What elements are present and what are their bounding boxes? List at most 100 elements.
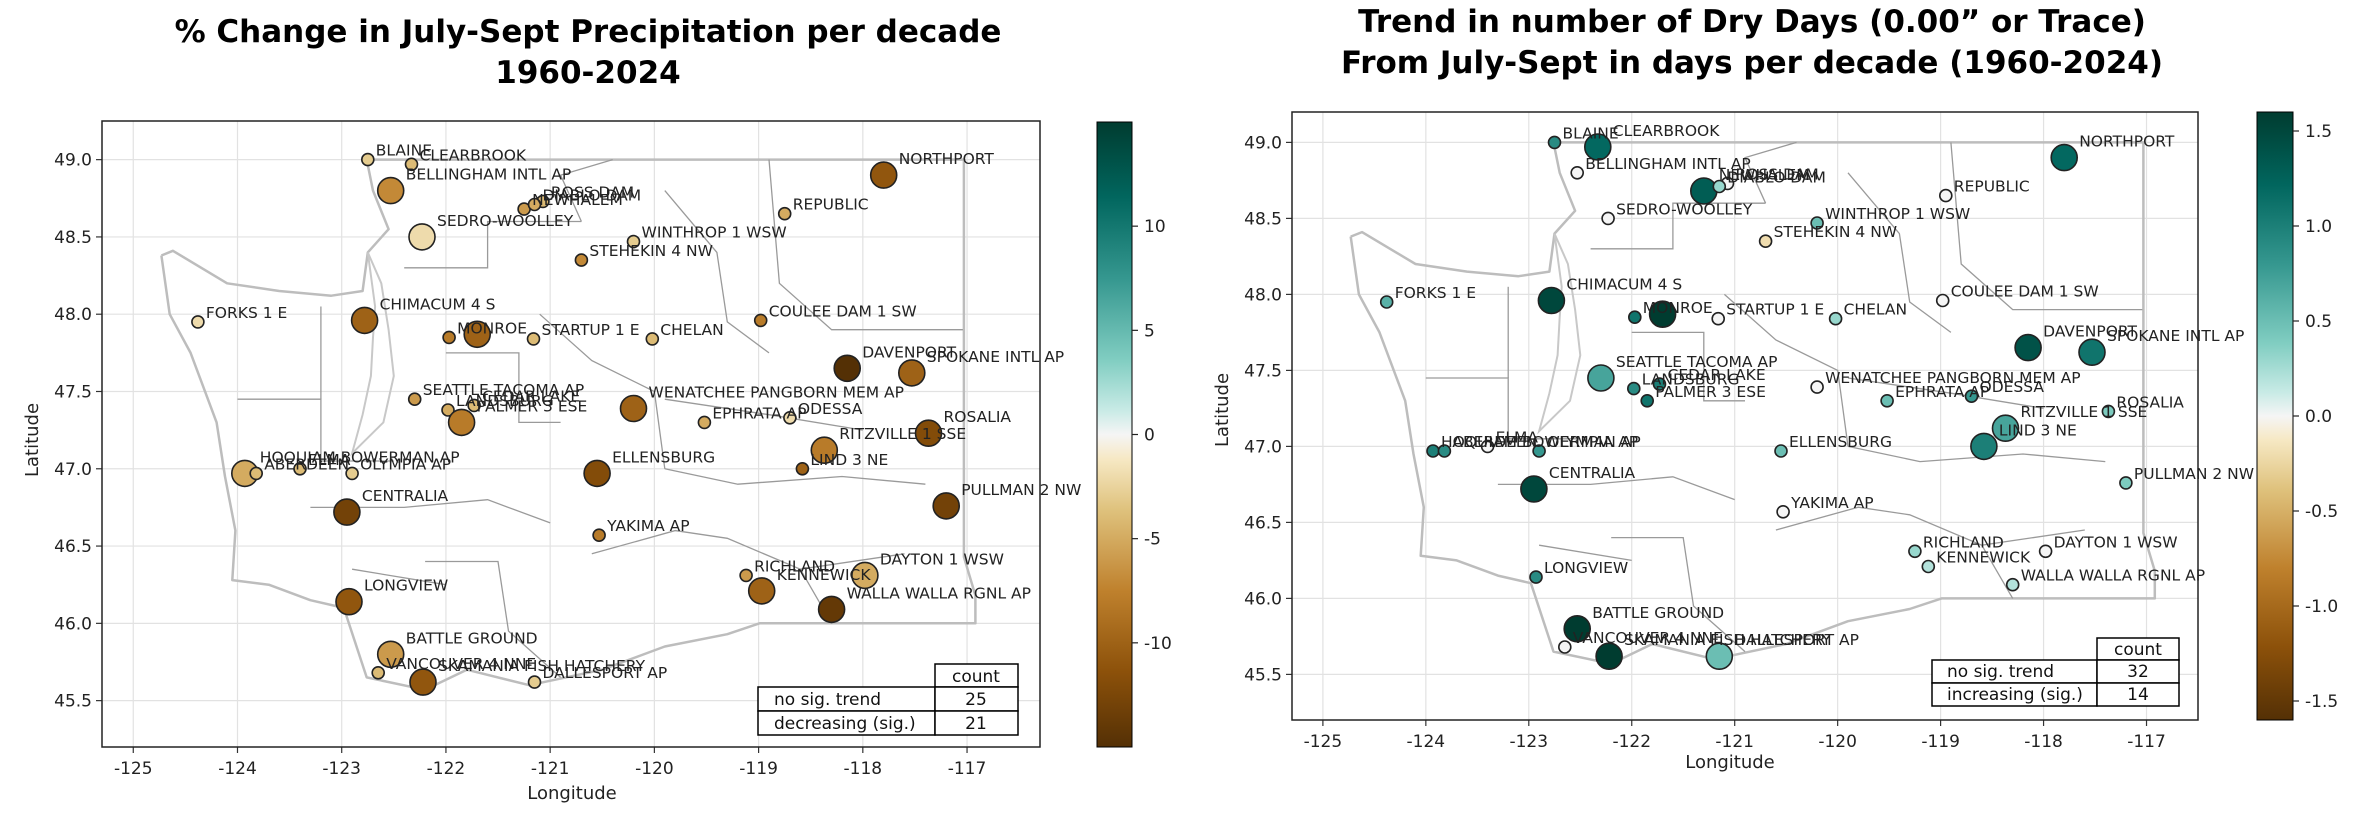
legend-row-count: 32 [2127, 662, 2149, 682]
station-marker [1828, 311, 1843, 326]
plot-area: -125 -124 -123 -122 -121 -120 -119 -118 -117 45.5… [54, 120, 1081, 779]
division-boundary [404, 220, 582, 269]
colorbar-tick-label: -1.5 [2305, 692, 2338, 712]
station-marker [407, 392, 422, 407]
division-boundary [664, 190, 770, 354]
station-label: DALLESPORT AP [1734, 631, 1859, 649]
station-marker [527, 675, 542, 689]
colorbar-tick-label: -0.5 [2305, 502, 2338, 522]
y-tick-label: 46.0 [1244, 589, 1282, 609]
station-label: ODESSA [798, 400, 863, 418]
station-marker [527, 197, 542, 212]
station-label: HOQUIAM BOWERMAN AP [260, 448, 460, 466]
station-label: PULLMAN 2 NW [961, 481, 1081, 499]
station-marker [869, 161, 898, 189]
station-label: CENTRALIA [1549, 464, 1636, 482]
x-tick-label: -121 [1715, 732, 1754, 752]
station-marker [1627, 381, 1641, 396]
station-marker [1712, 179, 1727, 194]
colorbar [1096, 121, 1133, 748]
legend-table: count no sig. trend 25 decreasing (sig.)… [757, 663, 1019, 736]
plot-background [1292, 112, 2198, 720]
station-marker [645, 332, 660, 346]
station-marker [1705, 642, 1734, 671]
legend-row-label: no sig. trend [774, 690, 881, 710]
colorbar-tick-label: -1.0 [2305, 597, 2338, 617]
station-label: CLEARBROOK [1613, 122, 1720, 140]
station-marker [619, 394, 648, 423]
station-label: CLEARBROOK [420, 146, 527, 164]
station-marker [1921, 559, 1936, 574]
station-marker [626, 234, 641, 249]
station-label: CEDAR LAKE [1668, 366, 1766, 384]
y-tick-label: 46.0 [54, 614, 92, 634]
station-marker [747, 577, 776, 605]
station-marker [1776, 504, 1790, 519]
division-boundary [768, 159, 963, 331]
station-label: COULEE DAM 1 SW [1951, 283, 2099, 301]
division-boundary [1611, 536, 1746, 653]
x-tick-label: -122 [1612, 732, 1651, 752]
station-marker [293, 461, 307, 476]
y-tick-label: 47.0 [1244, 437, 1282, 457]
station-label: PALMER 3 ESE [1655, 383, 1766, 401]
station-label: REPUBLIC [1954, 178, 2030, 196]
station-label: ELMA [1496, 428, 1539, 446]
station-label: SEATTLE TACOMA AP [1616, 353, 1778, 371]
station-label: BELLINGHAM INTL AP [406, 166, 572, 184]
station-marker [409, 668, 437, 696]
y-tick-label: 46.5 [54, 537, 92, 557]
station-label: ELLENSBURG [612, 448, 715, 466]
legend-row-count: 14 [2127, 685, 2149, 705]
station-label: SPOKANE INTL AP [2107, 327, 2244, 345]
station-label: ROSS DAM [551, 183, 634, 201]
station-marker [2101, 404, 2116, 419]
station-label: OLYMPIA AP [360, 455, 451, 473]
y-axis-label: Latitude [1212, 373, 1233, 447]
station-label: BLAINE [1563, 124, 1619, 142]
x-tick-label: -119 [1921, 732, 1960, 752]
division-boundary [1590, 202, 1766, 250]
station-marker [1584, 133, 1612, 161]
station-marker [249, 466, 264, 481]
station-label: KENNEWICK [1936, 549, 2031, 567]
station-marker [795, 461, 810, 476]
station-label: SKAMANIA FISH HATCHERY [438, 657, 646, 675]
y-tick-label: 48.0 [54, 305, 92, 325]
colorbar-tick-label: -10 [1144, 634, 1172, 654]
station-marker [1529, 570, 1543, 584]
colorbar-tick-label: 0.5 [2305, 312, 2332, 332]
station-label: ROSALIA [2116, 393, 2184, 411]
plot-area: -125 -124 -123 -122 -121 -120 -119 -118 -117 45.5… [1244, 111, 2254, 752]
x-tick-label: -124 [218, 759, 257, 779]
station-marker [441, 403, 455, 417]
station-label: COULEE DAM 1 SW [769, 302, 917, 320]
x-tick-label: -120 [635, 759, 674, 779]
division-boundary [1847, 445, 2106, 463]
y-tick-label: 48.5 [1244, 209, 1282, 229]
station-marker [817, 595, 846, 624]
station-marker [1379, 295, 1394, 309]
y-tick-label: 49.0 [54, 151, 92, 171]
station-label: ROSS DAM [1736, 165, 1819, 183]
division-boundary [1981, 544, 2014, 599]
station-marker [442, 330, 456, 345]
station-label: STARTUP 1 E [542, 321, 640, 339]
station-label: DAVENPORT [2043, 323, 2137, 341]
division-boundary [1631, 331, 1745, 402]
station-label: PULLMAN 2 NW [2134, 465, 2254, 483]
station-marker [447, 408, 476, 437]
station-marker [2050, 143, 2078, 172]
division-boundary [559, 158, 613, 222]
legend-row-label: increasing (sig.) [1947, 685, 2083, 705]
station-label: MONROE [1643, 299, 1713, 317]
station-marker [833, 354, 862, 383]
station-label: WALLA WALLA RGNL AP [847, 584, 1031, 602]
station-marker [350, 306, 379, 335]
colorbar-tick-label: 10 [1144, 217, 1166, 237]
colorbar-tick-label: 5 [1144, 321, 1155, 341]
station-label: BATTLE GROUND [1592, 604, 1724, 622]
station-label: CEDAR LAKE [482, 387, 580, 405]
station-label: ROSALIA [944, 408, 1012, 426]
station-label: NORTHPORT [899, 150, 995, 168]
